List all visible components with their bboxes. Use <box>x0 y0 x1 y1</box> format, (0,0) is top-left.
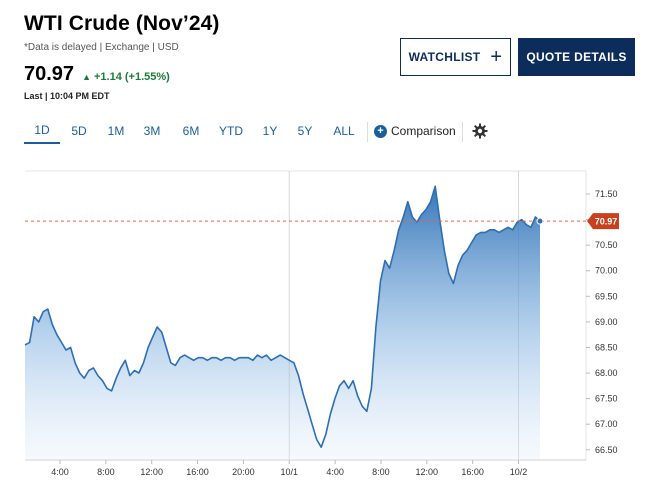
comparison-button[interactable]: + Comparison <box>374 118 456 144</box>
x-tick-label: 8:00 <box>372 467 390 477</box>
x-tick-label: 16:00 <box>186 467 209 477</box>
price-area-fill <box>25 186 540 461</box>
quote-details-button[interactable]: QUOTE DETAILS <box>518 38 635 76</box>
last-price: 70.97 <box>24 63 75 85</box>
watchlist-label: WATCHLIST <box>408 50 481 64</box>
y-tick-label: 67.00 <box>595 419 618 429</box>
range-3m[interactable]: 3M <box>143 124 161 138</box>
y-tick-label: 69.00 <box>595 317 618 327</box>
plus-circle-icon: + <box>374 124 387 138</box>
last-updated: Last | 10:04 PM EDT <box>24 91 110 101</box>
x-tick-label: 12:00 <box>416 467 439 477</box>
y-tick-label: 70.00 <box>595 266 618 276</box>
x-tick-label: 20:00 <box>232 467 255 477</box>
y-tick-label: 68.00 <box>595 368 618 378</box>
comparison-label: Comparison <box>391 124 456 138</box>
range-ytd[interactable]: YTD <box>219 124 243 138</box>
gear-icon <box>472 123 488 139</box>
plus-icon: + <box>490 46 503 68</box>
price-change: ▲ +1.14 (+1.55%) <box>82 71 170 83</box>
up-arrow-icon: ▲ <box>82 72 91 82</box>
y-tick-label: 70.50 <box>595 240 618 250</box>
x-tick-label: 12:00 <box>140 467 163 477</box>
price-row: 70.97 ▲ +1.14 (+1.55%) <box>24 63 170 86</box>
y-tick-label: 69.50 <box>595 291 618 301</box>
range-1y[interactable]: 1Y <box>262 124 278 138</box>
y-tick-label: 71.50 <box>595 189 618 199</box>
chart-plot <box>24 185 541 461</box>
range-divider <box>367 122 368 142</box>
range-6m[interactable]: 6M <box>182 124 200 138</box>
x-tick-label: 10/2 <box>510 467 528 477</box>
x-tick-label: 4:00 <box>51 467 69 477</box>
y-tick-label: 66.50 <box>595 445 618 455</box>
y-tick-label: 67.50 <box>595 394 618 404</box>
x-tick-label: 4:00 <box>326 467 344 477</box>
watchlist-button[interactable]: WATCHLIST + <box>400 38 511 76</box>
chart-overlay: 70.97 <box>25 213 619 230</box>
range-5d[interactable]: 5D <box>71 124 87 138</box>
price-change-value: +1.14 (+1.55%) <box>93 71 170 83</box>
last-price-marker <box>536 217 544 225</box>
price-line <box>24 185 541 448</box>
page-title: WTI Crude (Nov’24) <box>24 12 220 35</box>
settings-divider <box>462 122 463 142</box>
range-all[interactable]: ALL <box>333 124 355 138</box>
range-1m[interactable]: 1M <box>107 124 125 138</box>
x-tick-label: 8:00 <box>97 467 115 477</box>
x-tick-label: 16:00 <box>461 467 484 477</box>
current-price-tag <box>587 213 619 230</box>
data-delay-note: *Data is delayed | Exchange | USD <box>24 42 179 53</box>
x-tick-label: 10/1 <box>280 467 298 477</box>
range-5y[interactable]: 5Y <box>297 124 313 138</box>
settings-button[interactable] <box>472 119 488 143</box>
y-tick-label: 68.50 <box>595 342 618 352</box>
range-1d[interactable]: 1D <box>24 118 60 144</box>
current-price-tag-label: 70.97 <box>595 217 618 227</box>
